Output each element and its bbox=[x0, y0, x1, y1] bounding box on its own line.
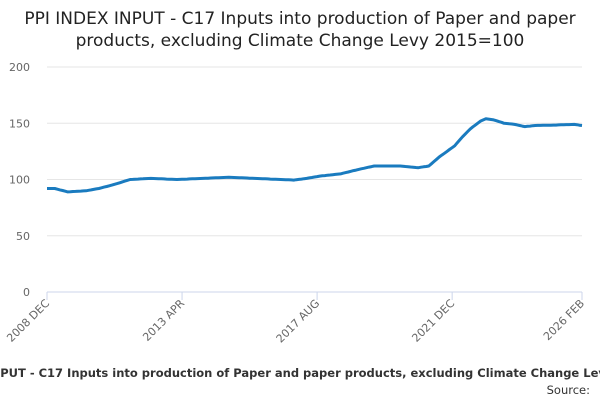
title-line: PPI INDEX INPUT - C17 Inputs into produc… bbox=[24, 9, 575, 29]
chart-title: PPI INDEX INPUT - C17 Inputs into produc… bbox=[24, 9, 575, 51]
chart-title-group: PPI INDEX INPUT - C17 Inputs into produc… bbox=[24, 9, 575, 51]
title-line: products, excluding Climate Change Levy … bbox=[76, 31, 525, 51]
x-tick-label: 2017 AUG bbox=[274, 297, 323, 346]
y-tick-label: 50 bbox=[16, 230, 30, 243]
y-tick-label: 100 bbox=[9, 174, 30, 187]
line-series bbox=[47, 117, 583, 194]
footer-title: PPI INDEX INPUT - C17 Inputs into produc… bbox=[0, 366, 600, 380]
x-tick-label: 2026 FEB bbox=[541, 297, 587, 343]
source: Source: bbox=[547, 383, 590, 397]
x-tick-label: 2021 DEC bbox=[409, 297, 457, 345]
x-tick-label: 2008 DEC bbox=[4, 297, 52, 345]
y-tick-label: 0 bbox=[23, 286, 30, 299]
y-tick-label: 150 bbox=[9, 117, 30, 130]
y-tick-label: 200 bbox=[9, 61, 30, 74]
x-tick-label: 2013 APR bbox=[140, 297, 187, 344]
